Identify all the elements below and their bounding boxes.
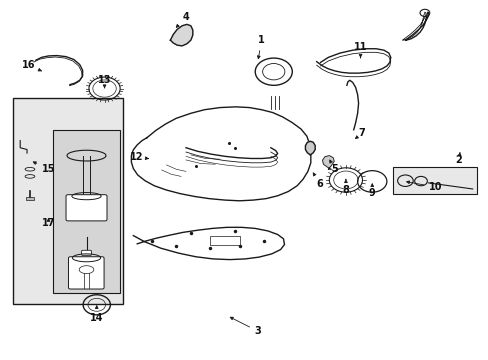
Text: 6: 6 xyxy=(313,173,322,189)
Text: 7: 7 xyxy=(355,129,365,139)
FancyBboxPatch shape xyxy=(68,257,104,289)
FancyBboxPatch shape xyxy=(13,98,122,304)
Polygon shape xyxy=(322,156,333,169)
Polygon shape xyxy=(305,141,315,155)
Text: 9: 9 xyxy=(368,184,375,198)
Text: 13: 13 xyxy=(98,75,111,88)
Text: 3: 3 xyxy=(230,317,261,336)
Text: 11: 11 xyxy=(353,42,366,58)
Text: 2: 2 xyxy=(455,152,462,165)
Text: 8: 8 xyxy=(342,179,348,195)
Text: 16: 16 xyxy=(22,60,41,71)
Text: 1: 1 xyxy=(257,35,264,59)
Polygon shape xyxy=(170,24,192,46)
Text: 14: 14 xyxy=(90,306,103,323)
Text: 4: 4 xyxy=(176,12,189,27)
FancyBboxPatch shape xyxy=(81,250,91,255)
FancyBboxPatch shape xyxy=(26,197,34,200)
FancyBboxPatch shape xyxy=(66,195,107,221)
Text: 17: 17 xyxy=(41,218,55,228)
Text: 5: 5 xyxy=(329,160,337,174)
Text: 10: 10 xyxy=(406,181,442,192)
Text: 15: 15 xyxy=(33,162,55,174)
FancyBboxPatch shape xyxy=(392,167,476,194)
FancyBboxPatch shape xyxy=(53,130,120,293)
Text: 12: 12 xyxy=(129,152,148,162)
